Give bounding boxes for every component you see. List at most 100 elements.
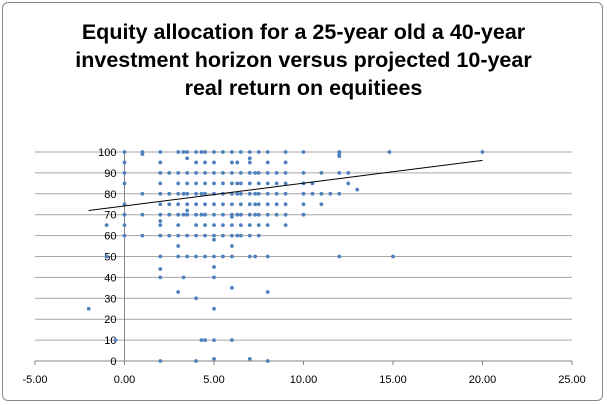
data-point [122,171,127,175]
y-tick-label: 70 [104,210,116,222]
data-point [319,191,324,196]
data-point [176,212,181,217]
data-point [167,202,172,207]
data-point [140,212,145,217]
data-point [185,191,190,196]
data-point [176,233,181,238]
data-point [238,233,243,238]
data-point [194,150,199,154]
data-point [247,233,252,238]
data-point [167,191,172,196]
title-line-3: real return on equitiees [184,76,423,100]
data-point [176,244,181,248]
data-point [122,202,127,207]
data-point [301,150,306,154]
data-point [346,171,351,175]
data-point [185,150,190,154]
data-point [283,191,288,196]
data-point [265,254,270,259]
data-point [221,233,225,238]
y-tick-label: 80 [104,189,116,201]
data-point [256,233,261,238]
data-point [256,191,261,196]
x-tick-labels: -5.00 0.00 5.00 10.00 15.00 20.00 25.00 [22,374,585,386]
data-point [122,150,127,154]
data-point [301,212,306,217]
data-point [230,171,234,175]
data-point [274,191,279,196]
data-point [199,212,204,217]
data-point [265,160,270,165]
data-point [203,181,207,186]
data-point [265,212,270,217]
data-point [230,244,234,248]
data-point [230,214,234,219]
data-point [337,254,342,259]
data-point [235,181,240,186]
data-point [122,160,127,165]
y-tick-label: 20 [104,314,116,326]
data-point [235,191,240,196]
data-point [319,202,324,207]
data-point [391,254,395,259]
data-point [283,150,288,154]
data-point [283,202,288,207]
data-point [194,359,199,363]
data-point [104,223,109,228]
data-point [253,212,258,217]
data-point [212,150,216,154]
data-point [247,181,252,186]
data-point [265,290,270,294]
data-point [167,233,172,238]
data-point [212,237,216,242]
chart-title: Equity allocation for a 25-year old a 40… [0,18,607,102]
data-point [212,306,216,311]
x-tick-label: 20.00 [469,374,497,386]
data-point [194,296,199,301]
chart-frame [2,2,603,401]
data-point [256,171,261,175]
data-point [185,208,190,213]
data-point [104,254,109,259]
data-point [221,181,225,186]
data-point [283,171,288,175]
data-point [265,359,270,363]
gridlines [35,151,572,341]
data-point [176,181,181,186]
data-point [203,171,207,175]
data-point [301,202,306,207]
data-point [247,150,252,154]
data-point [181,275,186,280]
data-point [238,223,243,228]
data-point [247,202,252,207]
data-point [238,212,243,217]
y-tick-label: 90 [104,168,116,180]
data-point [167,171,172,175]
data-point [301,171,306,175]
data-point [221,171,225,175]
data-point [203,254,207,259]
data-point [230,338,234,342]
data-point [185,156,190,161]
data-point [158,233,163,238]
data-point [235,233,240,238]
data-point [158,202,163,207]
y-tick-label: 0 [110,356,116,368]
data-point [212,275,216,280]
data-point [238,202,243,207]
data-point [253,191,258,196]
data-point [176,290,181,294]
x-tick-label: -5.00 [22,374,47,386]
data-point [194,212,199,217]
axes [34,152,573,365]
data-point [238,171,243,175]
data-point [235,212,240,217]
data-point [203,233,207,238]
data-point [337,171,342,175]
data-point [235,160,240,165]
data-point [176,150,181,154]
data-point [238,150,243,154]
data-point [221,212,225,217]
data-point [274,181,279,186]
